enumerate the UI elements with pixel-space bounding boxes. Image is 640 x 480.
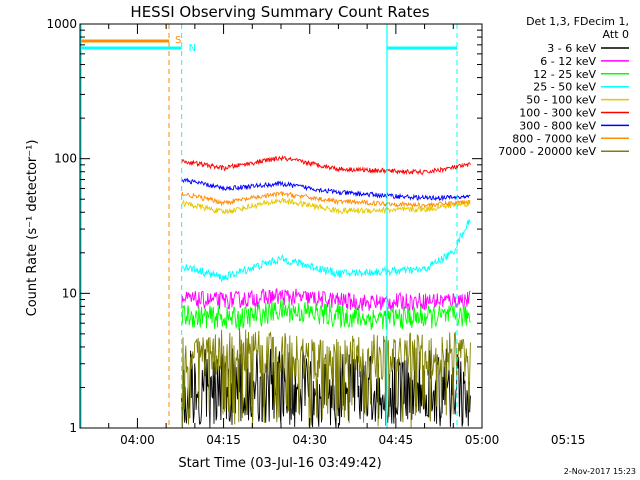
x-tick-label: 04:30 <box>292 433 327 447</box>
legend-label: 25 - 50 keV <box>533 81 596 94</box>
legend-label: 300 - 800 keV <box>519 119 596 132</box>
y-axis-label: Count Rate (s⁻¹ detector⁻¹) <box>25 140 40 317</box>
legend-header-2: Att 0 <box>603 28 629 41</box>
footer-date: 2-Nov-2017 15:23 <box>564 467 636 476</box>
y-tick-label: 10 <box>62 286 77 300</box>
series-line-3 <box>181 219 471 283</box>
y-tick-label: 100 <box>54 152 77 166</box>
plot-area <box>181 154 471 428</box>
x-axis-label: Start Time (03-Jul-16 03:49:42) <box>178 456 381 471</box>
legend-label: 800 - 7000 keV <box>512 132 596 145</box>
axes: 1 10 100 1000 04:00 04:15 04:30 04:45 05:00 05:15 <box>46 17 585 447</box>
saa-label: S <box>175 35 181 46</box>
chart-title: HESSI Observing Summary Count Rates <box>130 3 429 21</box>
series-line-5 <box>181 154 471 176</box>
legend-label: 6 - 12 keV <box>540 55 596 68</box>
series-line-8 <box>181 328 471 428</box>
legend-label: 50 - 100 keV <box>526 94 596 107</box>
series-line-7 <box>181 191 471 210</box>
series-line-4 <box>181 197 471 215</box>
x-tick-label: 05:00 <box>465 433 500 447</box>
legend-header: Det 1,3, FDecim 1, <box>526 15 629 28</box>
x-tick-label: 04:00 <box>120 433 155 447</box>
y-tick-label: 1 <box>69 421 77 435</box>
series-line-2 <box>181 299 471 331</box>
series-line-1 <box>181 287 471 312</box>
legend-label: 3 - 6 keV <box>547 42 596 55</box>
series-line-6 <box>181 177 471 202</box>
x-tick-label: 04:15 <box>206 433 241 447</box>
legend-label: 12 - 25 keV <box>533 68 596 81</box>
y-tick-label: 1000 <box>46 17 77 31</box>
night-label: N <box>189 43 196 54</box>
legend-label: 100 - 300 keV <box>519 107 596 120</box>
x-tick-label: 04:45 <box>379 433 414 447</box>
legend-label: 7000 - 20000 keV <box>498 145 596 158</box>
x-tick-label: 05:15 <box>551 433 586 447</box>
observing-markers: SN <box>80 24 458 428</box>
